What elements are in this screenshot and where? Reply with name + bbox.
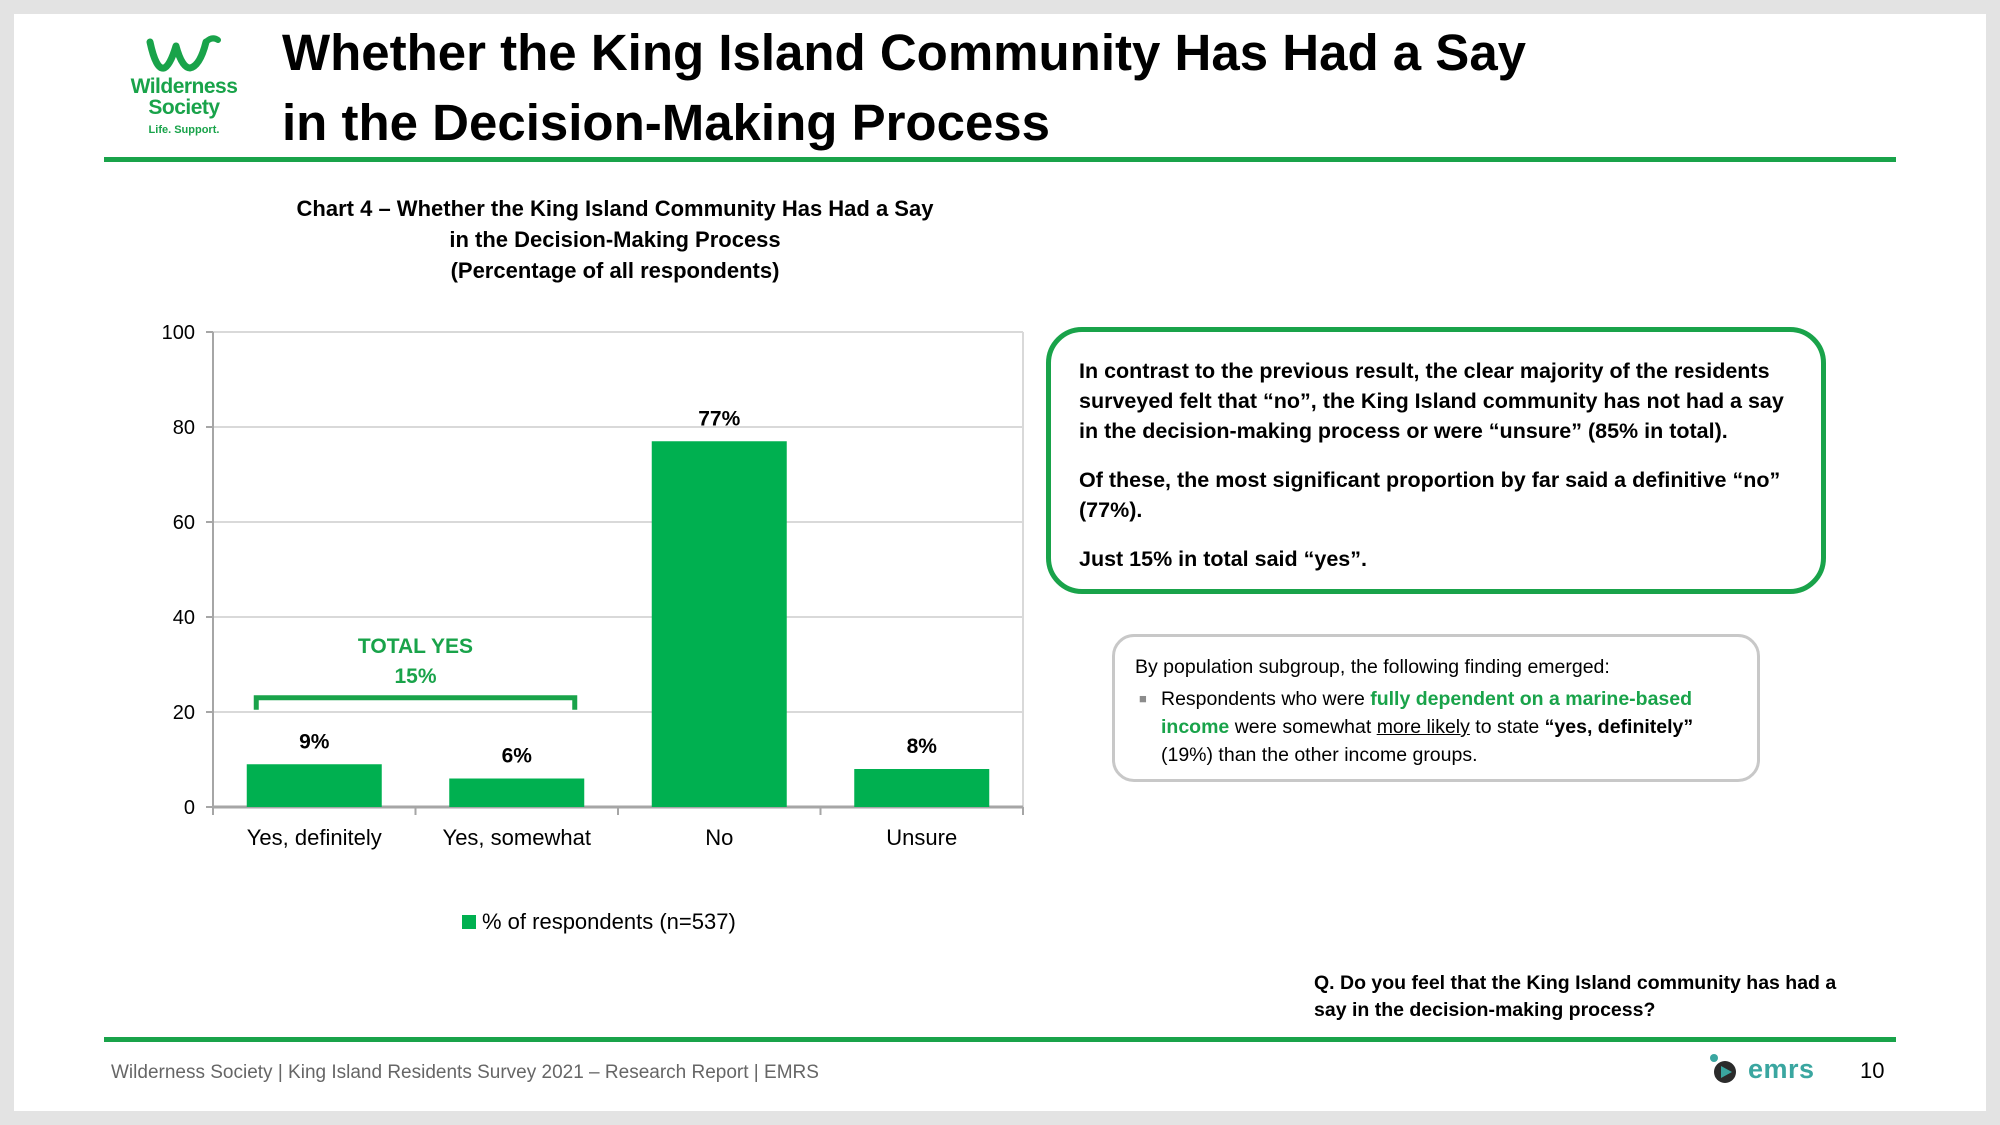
logo-line2: Society [148,96,220,119]
bullet-underlined: more likely [1376,716,1470,738]
page-number: 10 [1860,1058,1885,1083]
total-yes-value: 15% [394,665,436,688]
bullet-text-part: were somewhat [1229,716,1377,738]
footer-text: Wilderness Society | King Island Residen… [111,1062,819,1083]
emrs-logo: emrs [1706,1052,1815,1086]
data-label: 6% [502,745,533,768]
y-tick-label: 60 [173,512,195,534]
x-tick-label: Unsure [886,825,957,850]
bar-yes-definitely [246,764,382,807]
chart-legend: % of respondents (n=537) [462,909,736,935]
subgroup-finding-box: By population subgroup, the following fi… [1112,634,1760,782]
survey-question: Q. Do you feel that the King Island comm… [1314,972,1837,1021]
data-label: 9% [299,730,330,753]
bullet-square-icon: ■ [1139,691,1147,706]
x-tick-label: Yes, somewhat [443,825,591,850]
bar-no [651,441,787,807]
x-tick-label: No [705,825,733,850]
legend-label: % of respondents (n=537) [482,909,736,934]
total-yes-bracket [253,695,578,710]
y-tick-label: 40 [173,607,195,629]
wilderness-society-logo: Wilderness Society Life. Support. [118,34,250,154]
bullet-text-part: (19%) than the other income groups. [1161,744,1478,766]
y-tick-label: 20 [173,702,195,724]
subgroup-bullet-text: Respondents who were fully dependent on … [1161,685,1737,769]
legend-swatch [462,915,476,929]
bar-yes-somewhat [449,778,585,807]
emrs-wordmark: emrs [1748,1053,1815,1084]
logo-tagline: Life. Support. [148,124,220,136]
header-divider [104,157,1896,162]
subgroup-intro: By population subgroup, the following fi… [1135,656,1610,678]
subgroup-bullet: ■ Respondents who were fully dependent o… [1135,685,1737,769]
wilderness-w-icon [146,35,221,72]
key-finding-callout: In contrast to the previous result, the … [1046,327,1826,594]
footer-divider [104,1037,1896,1042]
y-tick-label: 80 [173,417,195,439]
bullet-text-part: Respondents who were [1161,688,1371,710]
y-tick-label: 0 [184,797,195,819]
callout-paragraph-1: In contrast to the previous result, the … [1079,359,1784,443]
total-yes-label: TOTAL YES [358,635,473,658]
bullet-text-part: to state [1469,716,1545,738]
callout-paragraph-2: Of these, the most significant proportio… [1079,468,1781,522]
data-label: 77% [698,407,740,430]
y-tick-label: 100 [162,322,195,344]
page-title: Whether the King Island Community Has Ha… [282,24,1527,151]
bullet-bold: “yes, definitely” [1544,716,1694,738]
callout-paragraph-3: Just 15% in total said “yes”. [1079,547,1367,571]
bullet-highlight: fully dependent on a marine-based income [1161,688,1693,738]
x-tick-label: Yes, definitely [247,825,382,850]
logo-line1: Wilderness [130,75,238,98]
bar-unsure [854,769,990,807]
emrs-icon [1710,1054,1736,1083]
data-label: 8% [907,735,938,758]
chart-title: Chart 4 – Whether the King Island Commun… [296,196,934,283]
